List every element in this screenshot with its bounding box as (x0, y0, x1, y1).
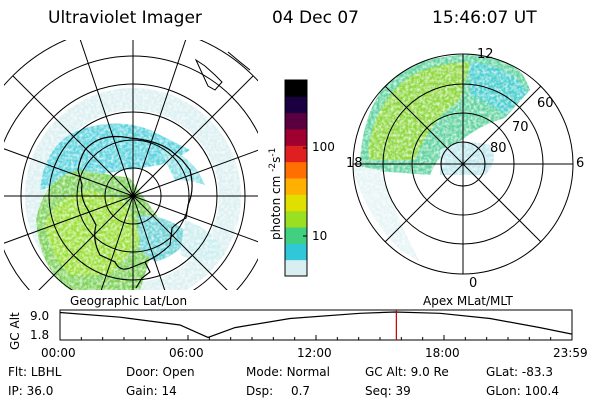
colorbar (284, 79, 308, 277)
status-ip: IP: 36.0 (8, 384, 54, 398)
xtick-label-4: 23:59 (553, 346, 588, 360)
unit-exponent-2: -1 (268, 147, 278, 157)
status-door: Door: Open (126, 365, 195, 379)
altitude-ytick-top: 9.0 (30, 309, 50, 323)
status-seq: Seq: 39 (365, 384, 411, 398)
colorbar-swatch (285, 129, 307, 146)
coast-fragment-2 (227, 51, 251, 71)
peninsula-outline (135, 261, 151, 289)
xtick-label-2: 12:00 (297, 346, 332, 360)
colorbar-swatch (285, 210, 307, 228)
colorbar-swatch (285, 259, 307, 277)
x-tick-marks (59, 335, 573, 340)
status-glat: GLat: -83.3 (486, 365, 553, 379)
instrument-title: Ultraviolet Imager (48, 8, 202, 28)
colorbar-swatch (285, 96, 307, 114)
colorbar-swatch (285, 178, 307, 195)
date-label: 04 Dec 07 (272, 8, 359, 28)
left-map-caption: Geographic Lat/Lon (70, 294, 188, 308)
noise-speckle (4, 40, 258, 290)
altitude-plot (59, 309, 573, 341)
mlat-label-60: 60 (537, 96, 554, 111)
colorbar-swatch (285, 243, 307, 261)
status-gc-alt: GC Alt: 9.0 Re (365, 365, 449, 379)
colorbar-swatch (285, 112, 307, 130)
colorbar-frame (284, 79, 308, 277)
mlt-label-0: 0 (469, 276, 478, 291)
magnetic-map (352, 53, 574, 275)
altitude-ylabel: GC Alt (8, 312, 22, 350)
status-glon: GLon: 100.4 (486, 384, 559, 398)
xtick-label-3: 18:00 (425, 346, 460, 360)
colorbar-unit-label: photon cm -2s-1 (266, 148, 283, 240)
mlat-label-80: 80 (490, 141, 507, 156)
mlt-label-12: 12 (477, 47, 494, 62)
right-map-caption: Apex MLat/MLT (423, 294, 513, 308)
continent-outline (77, 135, 193, 270)
status-filter: Flt: LBHL (8, 365, 62, 379)
mlat-label-70: 70 (512, 120, 529, 135)
unit-seconds: s (269, 156, 283, 163)
colorbar-swatch (285, 80, 307, 97)
mlt-diagonal-2 (384, 85, 542, 243)
altitude-ytick-bottom: 1.8 (30, 328, 50, 342)
xtick-label-0: 00:00 (41, 346, 76, 360)
status-gain: Gain: 14 (126, 384, 177, 398)
time-label: 15:46:07 UT (432, 8, 537, 28)
altitude-curve (59, 311, 573, 339)
status-dsp: Dsp: 0.7 (246, 384, 311, 398)
status-mode: Mode: Normal (246, 365, 330, 379)
colorbar-swatch (285, 161, 307, 179)
colorbar-tick-100: 100 (312, 140, 335, 154)
geographic-map (4, 40, 258, 290)
colorbar-swatch (285, 227, 307, 244)
mlt-label-6: 6 (576, 156, 585, 171)
unit-base: photon cm (269, 175, 283, 240)
coast-fragment (194, 58, 223, 91)
meridians (4, 40, 258, 290)
mlt-label-18: 18 (346, 156, 363, 171)
colorbar-swatch (285, 145, 307, 163)
xtick-label-1: 06:00 (169, 346, 204, 360)
colorbar-tick-10: 10 (312, 229, 328, 243)
unit-exponent-1: -2 (268, 162, 278, 172)
colorbar-swatch (285, 194, 307, 212)
